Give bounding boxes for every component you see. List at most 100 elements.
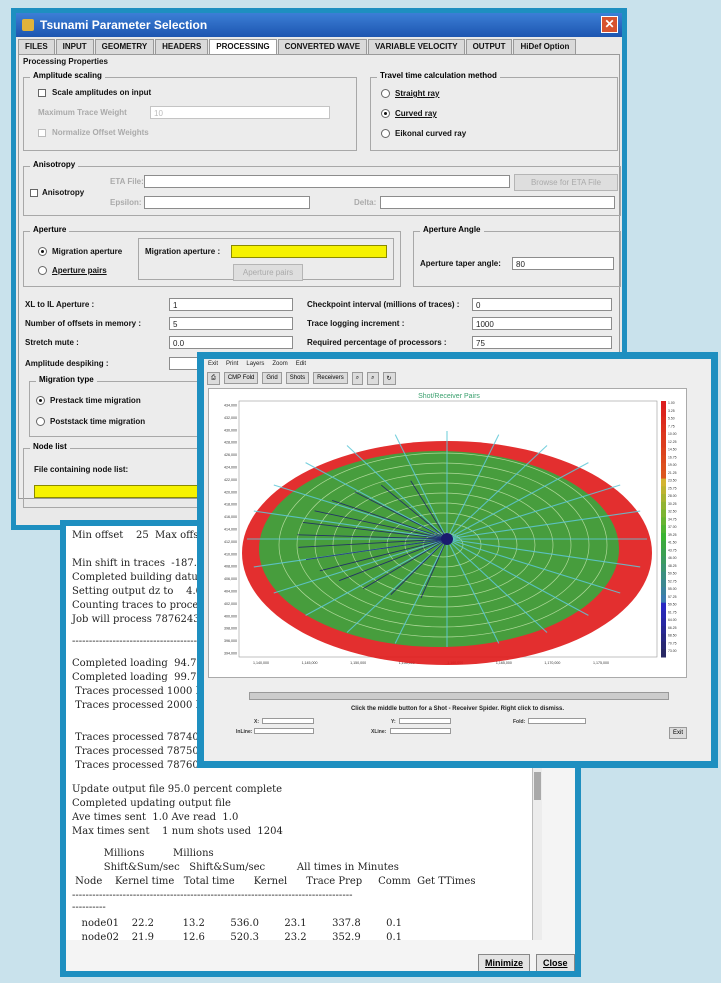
print-icon[interactable]: ⎙: [207, 371, 220, 385]
shot-receiver-plot[interactable]: Shot/Receiver Pairs 434,000 432,000 430,00…: [208, 388, 687, 678]
trace-logging-input[interactable]: 1000: [472, 317, 612, 330]
radio-straight-ray[interactable]: [381, 89, 390, 98]
color-scale-label: 68.50: [668, 634, 677, 638]
close-icon[interactable]: ✕: [601, 16, 618, 33]
tab-variable-velocity[interactable]: VARIABLE VELOCITY: [368, 39, 465, 54]
menu-zoom[interactable]: Zoom: [272, 361, 288, 367]
anisotropy-group: Anisotropy Anisotropy ETA File: Browse f…: [23, 160, 621, 216]
color-scale-label: 16.75: [668, 455, 677, 459]
eikonal-ray-label: Eikonal curved ray: [395, 129, 467, 138]
receiver-ray: [394, 538, 448, 644]
log-line: Setting output dz to 4.0: [72, 586, 203, 597]
menu-edit[interactable]: Edit: [295, 361, 307, 367]
log-line: node02 21.9 12.6 520.3 23.2 352.9 0.1: [72, 932, 403, 940]
viewer-exit-button[interactable]: Exit: [669, 727, 688, 739]
fold-contour: [278, 452, 608, 638]
y-tick-label: 396,000: [224, 639, 237, 643]
zoom-in-icon[interactable]: ⌕: [351, 371, 364, 385]
color-scale-step: [661, 525, 666, 534]
tab-processing[interactable]: PROCESSING: [209, 39, 277, 54]
radio-aperture-pairs[interactable]: [38, 266, 47, 275]
aperture-pairs-option-label: Aperture pairs: [52, 266, 107, 275]
receivers-button[interactable]: Receivers: [313, 372, 348, 384]
offsets-memory-input[interactable]: 5: [169, 317, 293, 330]
plot-title: Shot/Receiver Pairs: [418, 393, 480, 400]
max-trace-weight-input[interactable]: 10: [150, 106, 330, 119]
log-line: Traces processed 2000 Pe: [72, 700, 208, 711]
required-processors-input[interactable]: 75: [472, 336, 612, 349]
shot-ray: [390, 538, 448, 595]
tab-files[interactable]: FILES: [18, 39, 55, 54]
menu-print[interactable]: Print: [226, 361, 239, 367]
color-scale-step: [661, 594, 666, 604]
y-tick-label: 434,000: [224, 404, 237, 408]
radio-eikonal-ray[interactable]: [381, 129, 390, 138]
receiver-ray: [446, 538, 500, 644]
aperture-taper-input[interactable]: 80: [512, 257, 614, 270]
receiver-ray: [394, 434, 448, 540]
console-scroll-thumb[interactable]: [534, 772, 541, 800]
zoom-out-icon[interactable]: ⌕: [367, 371, 379, 385]
y-tick-label: 426,000: [224, 453, 237, 457]
checkpoint-interval-input[interactable]: 0: [472, 298, 612, 311]
xline-readout-label: XLine:: [371, 729, 387, 735]
shot-ray: [362, 538, 448, 590]
xl-il-aperture-input[interactable]: 1: [169, 298, 293, 311]
color-scale-label: 37.00: [668, 525, 677, 529]
log-line: ----------------------------------------…: [72, 636, 214, 647]
browse-eta-file-button[interactable]: Browse for ETA File: [514, 174, 618, 191]
scale-amplitudes-checkbox[interactable]: [38, 89, 46, 97]
refresh-icon[interactable]: ↻: [382, 371, 396, 385]
eta-file-input[interactable]: [144, 175, 510, 188]
normalize-offset-checkbox[interactable]: [38, 129, 46, 137]
color-scale-step: [661, 509, 666, 518]
plot-horizontal-scrollbar[interactable]: [249, 692, 669, 700]
fold-contour: [368, 502, 518, 588]
color-scale-label: 10.00: [668, 432, 677, 436]
radio-migration-aperture[interactable]: [38, 247, 47, 256]
radio-curved-ray[interactable]: [381, 109, 390, 118]
color-scale-step: [661, 625, 666, 635]
y-readout-label: Y:: [391, 719, 396, 725]
color-scale-label: 73.00: [668, 649, 677, 653]
travel-time-group: Travel time calculation method Straight …: [370, 71, 618, 151]
prestack-label: Prestack time migration: [50, 396, 141, 405]
tab-geometry[interactable]: GEOMETRY: [94, 39, 155, 54]
color-scale-step: [661, 571, 666, 580]
color-scale-label: 1.00: [668, 401, 675, 405]
log-line: Traces processed 7876000: [72, 760, 212, 771]
tab-hidef-option[interactable]: HiDef Option: [513, 39, 577, 54]
tab-input[interactable]: INPUT: [55, 39, 94, 54]
y-tick-label: 420,000: [224, 490, 237, 494]
color-scale-label: 34.75: [668, 517, 677, 521]
x-tick-label: 1,150,000: [350, 661, 366, 665]
grid-button[interactable]: Grid: [262, 372, 282, 384]
menu-layers[interactable]: Layers: [246, 361, 265, 367]
tab-headers[interactable]: HEADERS: [155, 39, 209, 54]
normalize-offset-label: Normalize Offset Weights: [52, 128, 149, 137]
anisotropy-checkbox[interactable]: [30, 189, 38, 197]
epsilon-input[interactable]: [144, 196, 310, 209]
color-scale-step: [661, 494, 666, 503]
stretch-mute-input[interactable]: 0.0: [169, 336, 293, 349]
y-tick-label: 422,000: [224, 478, 237, 482]
migration-aperture-input[interactable]: [231, 245, 387, 258]
color-scale-step: [661, 447, 666, 456]
shots-button[interactable]: Shots: [285, 372, 310, 384]
cmp-fold-button[interactable]: CMP Fold: [223, 372, 259, 384]
aperture-pairs-button[interactable]: Aperture pairs: [233, 264, 303, 281]
radio-prestack[interactable]: [36, 396, 45, 405]
radio-poststack[interactable]: [36, 417, 45, 426]
app-icon: [22, 19, 34, 31]
close-button[interactable]: Close: [536, 954, 575, 971]
log-line: ----------: [72, 902, 106, 913]
delta-input[interactable]: [380, 196, 615, 209]
migration-type-group: Migration type Prestack time migration P…: [29, 375, 207, 437]
menu-exit[interactable]: Exit: [208, 361, 219, 367]
minimize-button[interactable]: Minimize: [478, 954, 531, 971]
tab-output[interactable]: OUTPUT: [465, 39, 513, 54]
receiver-ray: [305, 462, 448, 540]
tab-converted-wave[interactable]: CONVERTED WAVE: [277, 39, 368, 54]
color-scale-step: [661, 556, 666, 565]
plot-svg: Shot/Receiver Pairs 434,000 432,000 430,00…: [224, 393, 677, 665]
